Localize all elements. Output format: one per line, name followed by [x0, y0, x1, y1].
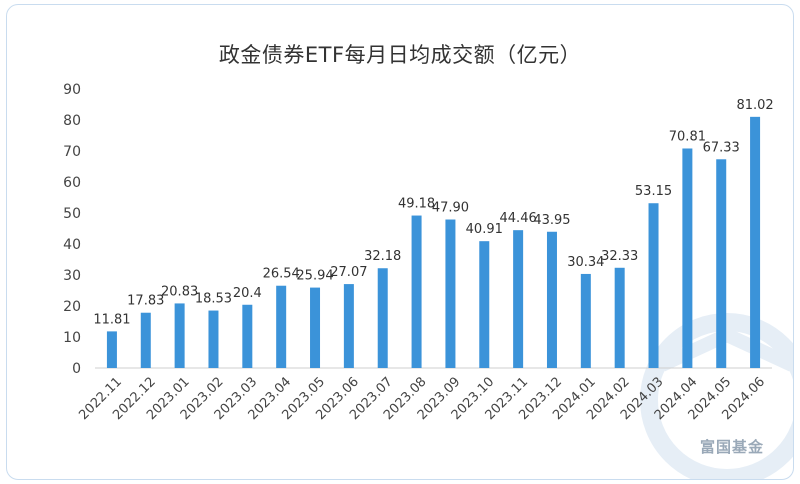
- chart-title: 政金债券ETF每月日均成交额（亿元）: [218, 43, 582, 67]
- data-label: 40.91: [466, 222, 503, 237]
- bar: [411, 215, 422, 368]
- y-tick-label: 20: [63, 299, 81, 315]
- bar: [580, 273, 591, 368]
- y-tick-label: 30: [63, 268, 81, 284]
- bar: [208, 310, 219, 368]
- bar: [377, 268, 388, 368]
- y-tick-label: 0: [72, 361, 81, 377]
- y-tick-label: 50: [63, 206, 81, 222]
- y-tick-label: 80: [63, 113, 81, 129]
- data-label: 17.83: [127, 294, 164, 309]
- bar: [174, 303, 185, 368]
- y-tick-label: 10: [63, 330, 81, 346]
- bar: [750, 116, 761, 368]
- bar: [445, 219, 456, 368]
- data-label: 67.33: [703, 140, 740, 155]
- data-label: 49.18: [398, 197, 435, 212]
- bar: [716, 159, 727, 368]
- data-label: 25.94: [296, 269, 333, 284]
- data-label: 11.81: [93, 312, 130, 327]
- bar: [343, 284, 354, 368]
- bar: [614, 267, 625, 368]
- data-label: 20.4: [233, 286, 262, 301]
- data-label: 20.83: [161, 284, 198, 299]
- bar: [648, 203, 659, 368]
- bar-chart: 富国基金 0 10 20 30 40 50 60 70 80 90 11.81 17.8320.83…: [63, 82, 793, 479]
- y-tick-label: 90: [63, 82, 81, 98]
- bar: [513, 230, 524, 368]
- y-tick-label: 70: [63, 144, 81, 160]
- data-label: 44.46: [500, 211, 537, 226]
- bar: [106, 331, 117, 368]
- data-label: 70.81: [669, 129, 706, 144]
- data-label: 30.34: [567, 255, 604, 270]
- y-axis: 0 10 20 30 40 50 60 70 80 90: [63, 82, 81, 377]
- x-axis: 2022.112022.122023.012023.022023.032023.…: [76, 374, 768, 423]
- data-label: 53.15: [635, 184, 672, 199]
- y-tick-label: 40: [63, 237, 81, 253]
- bar: [310, 287, 321, 368]
- bar: [242, 304, 253, 368]
- data-label: 47.90: [432, 201, 469, 216]
- watermark-text: 富国基金: [700, 438, 764, 456]
- data-label: 43.95: [533, 213, 570, 228]
- data-label: 32.33: [601, 249, 638, 264]
- y-tick-label: 60: [63, 175, 81, 191]
- bar: [479, 241, 490, 368]
- data-label: 27.07: [330, 265, 367, 280]
- data-label: 26.54: [263, 267, 300, 282]
- bar: [546, 231, 557, 368]
- data-label: 18.53: [195, 292, 232, 307]
- bar: [276, 285, 287, 368]
- bar: [682, 148, 693, 368]
- data-label: 32.18: [364, 249, 401, 264]
- bars: [106, 116, 761, 368]
- bar: [140, 312, 151, 368]
- data-label: 81.02: [736, 98, 773, 113]
- chart-frame: 政金债券ETF每月日均成交额（亿元） 富国基金 0 10 20 30 40 50 60 70 8…: [6, 4, 794, 480]
